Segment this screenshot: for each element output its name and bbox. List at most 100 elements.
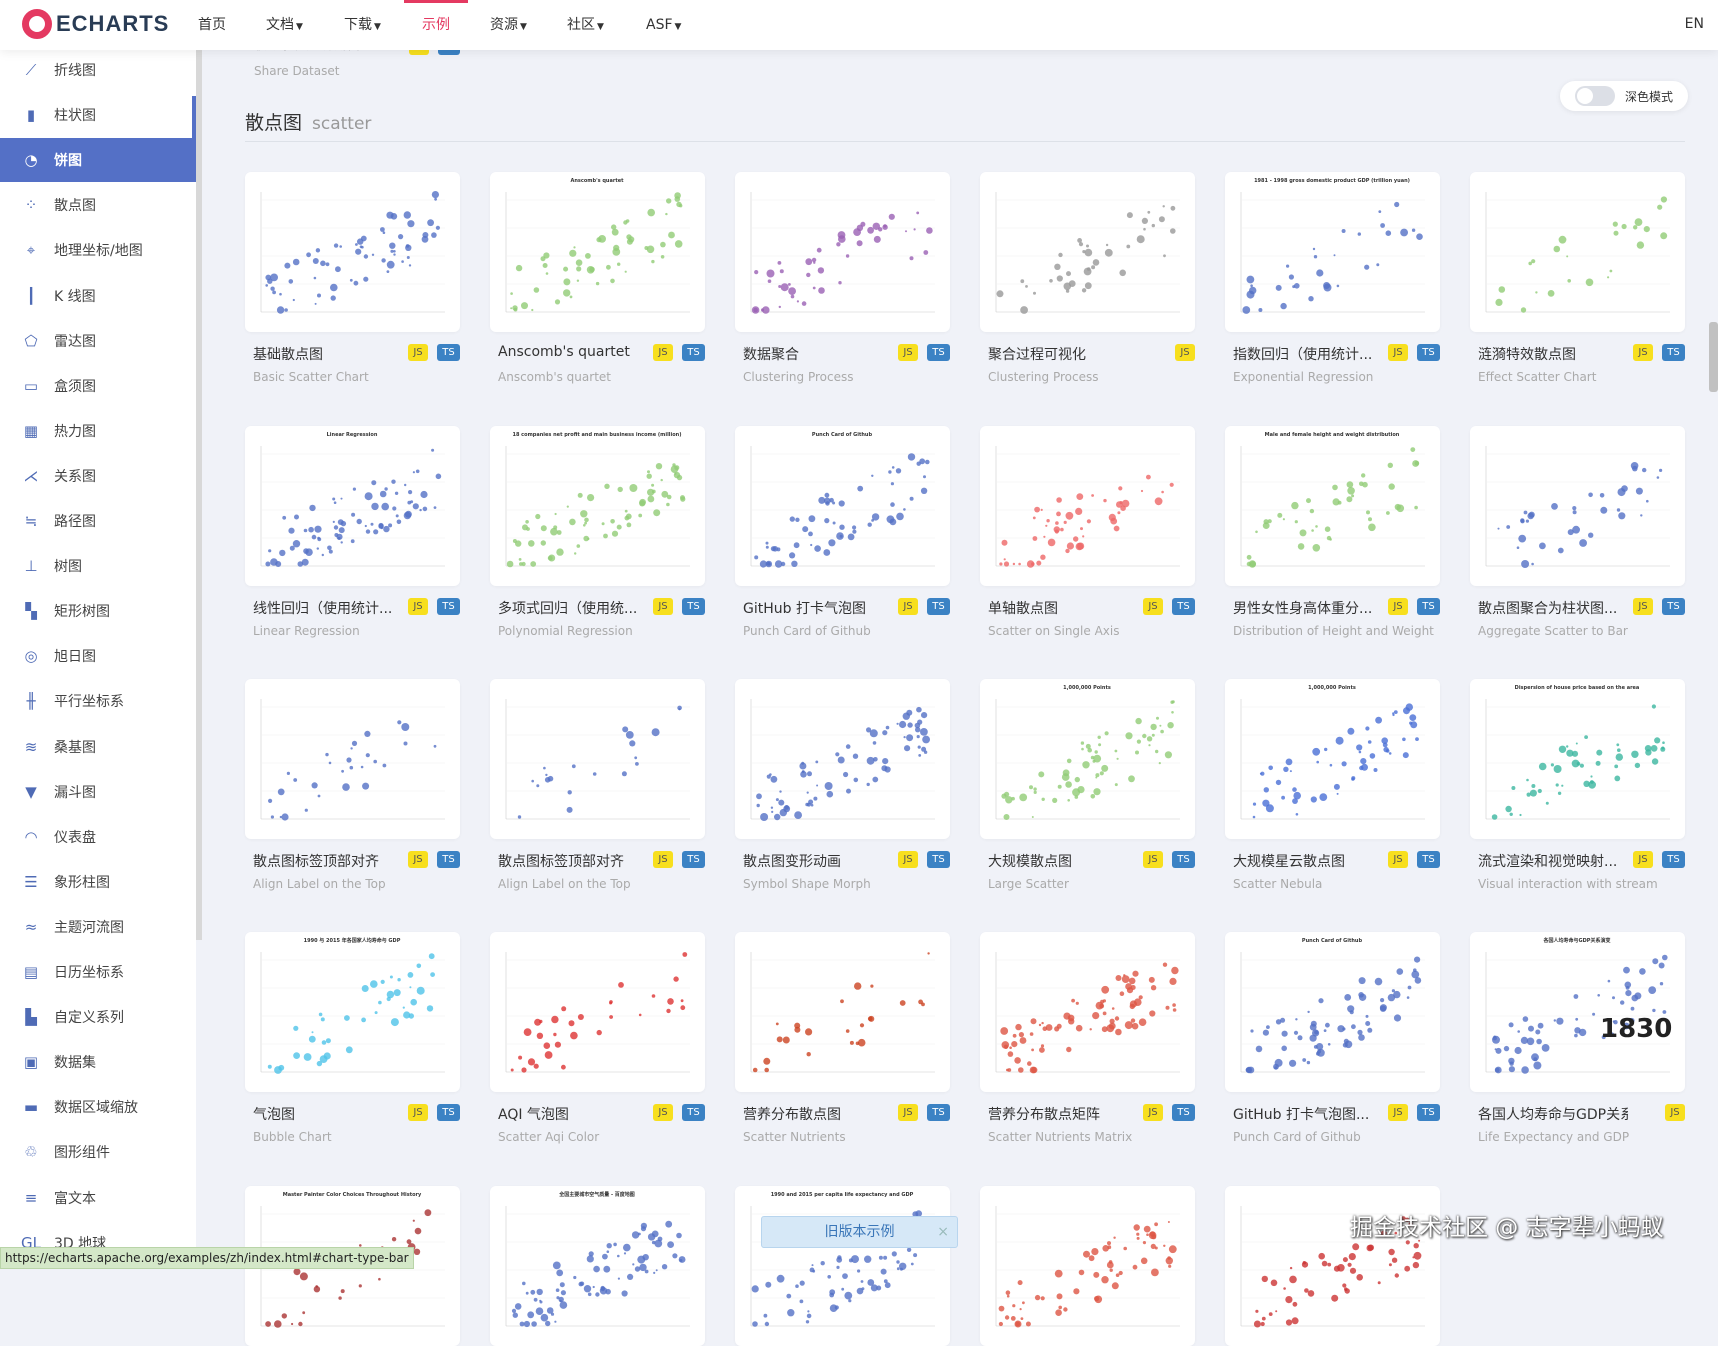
card-title[interactable]: AQI 气泡图 <box>498 1107 569 1123</box>
example-thumbnail[interactable] <box>1470 426 1685 586</box>
ts-badge[interactable]: TS <box>682 598 705 615</box>
card-title[interactable]: 气泡图 <box>253 1107 295 1123</box>
sidebar-item[interactable]: ⁘ 散点图 <box>0 183 196 227</box>
example-thumbnail[interactable] <box>1470 172 1685 332</box>
example-card[interactable]: AQI 气泡图 JS TS Scatter Aqi Color <box>490 932 705 1144</box>
js-badge[interactable]: JS <box>408 344 428 361</box>
example-thumbnail[interactable]: 全国主要城市空气质量 - 百度地图 <box>490 1186 705 1346</box>
js-badge[interactable]: JS <box>653 598 673 615</box>
card-title[interactable]: 营养分布散点图 <box>743 1107 841 1123</box>
example-card[interactable]: 1,000,000 Points 大规模散点图 JS TS Large Scat… <box>980 679 1195 891</box>
card-title[interactable]: GitHub 打卡气泡图 <box>743 601 866 617</box>
js-badge[interactable]: JS <box>1388 851 1408 868</box>
example-thumbnail[interactable]: 1990 and 2015 per capita life expectancy… <box>735 1186 950 1346</box>
card-title[interactable]: 涟漪特效散点图 <box>1478 347 1576 363</box>
card-title[interactable]: 指数回归（使用统计... <box>1233 347 1373 363</box>
example-card[interactable]: 散点图聚合为柱状图... JS TS Aggregate Scatter to … <box>1470 426 1685 638</box>
example-thumbnail[interactable] <box>980 932 1195 1092</box>
js-badge[interactable]: JS <box>408 598 428 615</box>
card-title[interactable]: 营养分布散点矩阵 <box>988 1107 1100 1123</box>
sidebar-item[interactable]: ┃ K 线图 <box>0 274 196 318</box>
js-badge[interactable]: JS <box>898 598 918 615</box>
nav-3[interactable]: 示例 <box>404 0 468 50</box>
toggle-switch[interactable] <box>1575 86 1615 106</box>
nav-0[interactable]: 首页 <box>198 0 226 50</box>
card-title[interactable]: 散点图变形动画 <box>743 854 841 870</box>
example-card[interactable]: 18 companies net profit and main busines… <box>490 426 705 638</box>
example-thumbnail[interactable] <box>735 679 950 839</box>
card-title[interactable]: Anscomb's quartet <box>498 344 630 360</box>
example-card[interactable]: Punch Card of Github GitHub 打卡气泡图... JS … <box>1225 932 1440 1144</box>
ts-badge[interactable]: TS <box>682 344 705 361</box>
js-badge[interactable]: JS <box>1175 344 1195 361</box>
js-badge[interactable]: JS <box>898 1104 918 1121</box>
sidebar-item[interactable]: ◠ 仪表盘 <box>0 815 196 859</box>
dark-mode-toggle[interactable]: 深色模式 <box>1560 81 1688 111</box>
example-thumbnail[interactable]: 1,000,000 Points <box>980 679 1195 839</box>
example-thumbnail[interactable]: Male and female height and weight distri… <box>1225 426 1440 586</box>
example-card[interactable]: 数据聚合 JS TS Clustering Process <box>735 172 950 384</box>
example-thumbnail[interactable] <box>980 426 1195 586</box>
js-badge[interactable]: JS <box>408 851 428 868</box>
example-card[interactable]: 散点图标签顶部对齐 JS TS Align Label on the Top <box>245 679 460 891</box>
main-scrollbar[interactable] <box>1709 322 1718 392</box>
example-thumbnail[interactable]: 1981 - 1998 gross domestic product GDP (… <box>1225 172 1440 332</box>
example-thumbnail[interactable]: 1,000,000 Points <box>1225 679 1440 839</box>
example-card[interactable]: 单轴散点图 JS TS Scatter on Single Axis <box>980 426 1195 638</box>
sidebar-item[interactable]: ⋌ 关系图 <box>0 454 196 498</box>
ts-badge[interactable]: TS <box>927 851 950 868</box>
sidebar-item[interactable]: ≡ 富文本 <box>0 1176 196 1220</box>
example-thumbnail[interactable]: Punch Card of Github <box>735 426 950 586</box>
card-title[interactable]: 单轴散点图 <box>988 601 1058 617</box>
card-title[interactable]: 多项式回归（使用统... <box>498 601 638 617</box>
example-card[interactable]: 1,000,000 Points 大规模星云散点图 JS TS Scatter … <box>1225 679 1440 891</box>
ts-badge[interactable]: TS <box>437 851 460 868</box>
example-card[interactable]: Dispersion of house price based on the a… <box>1470 679 1685 891</box>
ts-badge[interactable]: TS <box>1662 598 1685 615</box>
js-badge[interactable] <box>409 45 429 55</box>
js-badge[interactable]: JS <box>653 851 673 868</box>
js-badge[interactable]: JS <box>653 1104 673 1121</box>
sidebar-item[interactable]: ▮ 柱状图 <box>0 93 196 137</box>
example-card[interactable]: Linear Regression 线性回归（使用统计... JS TS Lin… <box>245 426 460 638</box>
example-card[interactable]: 基础散点图 JS TS Basic Scatter Chart <box>245 172 460 384</box>
nav-1[interactable]: 文档 ▼ <box>266 0 303 50</box>
sidebar-item[interactable]: ▼ 漏斗图 <box>0 770 196 814</box>
example-thumbnail[interactable]: Dispersion of house price based on the a… <box>1470 679 1685 839</box>
sidebar-scrollbar[interactable] <box>196 50 202 940</box>
sidebar-item[interactable]: ≈ 主题河流图 <box>0 905 196 949</box>
sidebar-item[interactable]: ◔ 饼图 <box>0 138 196 183</box>
card-title[interactable]: 流式渲染和视觉映射... <box>1478 854 1618 870</box>
card-title[interactable]: 散点图标签顶部对齐 <box>498 854 624 870</box>
toast-label[interactable]: 旧版本示例 <box>824 1224 895 1240</box>
example-thumbnail[interactable] <box>245 679 460 839</box>
example-card[interactable]: 1990 and 2015 per capita life expectancy… <box>735 1186 950 1346</box>
sidebar-item[interactable]: ╫ 平行坐标系 <box>0 679 196 723</box>
card-title[interactable]: 各国人均寿命与GDP关系... <box>1478 1107 1628 1123</box>
card-title[interactable]: 散点图标签顶部对齐 <box>253 854 379 870</box>
example-thumbnail[interactable]: 各国人均寿命与GDP关系演变 1830 <box>1470 932 1685 1092</box>
ts-badge[interactable]: TS <box>1417 344 1440 361</box>
card-title[interactable]: 数据聚合 <box>743 347 799 363</box>
sidebar-item[interactable]: ▬ 数据区域缩放 <box>0 1085 196 1129</box>
nav-4[interactable]: 资源 ▼ <box>490 0 527 50</box>
ts-badge[interactable]: TS <box>1662 851 1685 868</box>
example-thumbnail[interactable]: 1990 与 2015 年各国家人均寿命与 GDP <box>245 932 460 1092</box>
sidebar-item[interactable]: ≒ 路径图 <box>0 499 196 543</box>
example-card[interactable]: 全国主要城市空气质量 - 百度地图 <box>490 1186 705 1346</box>
ts-badge[interactable] <box>438 45 460 55</box>
example-card[interactable]: 散点图标签顶部对齐 JS TS Align Label on the Top <box>490 679 705 891</box>
example-card[interactable]: Male and female height and weight distri… <box>1225 426 1440 638</box>
ts-badge[interactable]: TS <box>927 598 950 615</box>
ts-badge[interactable]: TS <box>927 1104 950 1121</box>
ts-badge[interactable]: TS <box>1172 598 1195 615</box>
example-card[interactable]: 营养分布散点图 JS TS Scatter Nutrients <box>735 932 950 1144</box>
card-title[interactable]: 大规模星云散点图 <box>1233 854 1345 870</box>
example-thumbnail[interactable] <box>245 172 460 332</box>
ts-badge[interactable]: TS <box>1662 344 1685 361</box>
sidebar-item[interactable]: ♲ 图形组件 <box>0 1130 196 1174</box>
js-badge[interactable]: JS <box>1388 598 1408 615</box>
example-card[interactable]: 散点图变形动画 JS TS Symbol Shape Morph <box>735 679 950 891</box>
ts-badge[interactable]: TS <box>437 344 460 361</box>
